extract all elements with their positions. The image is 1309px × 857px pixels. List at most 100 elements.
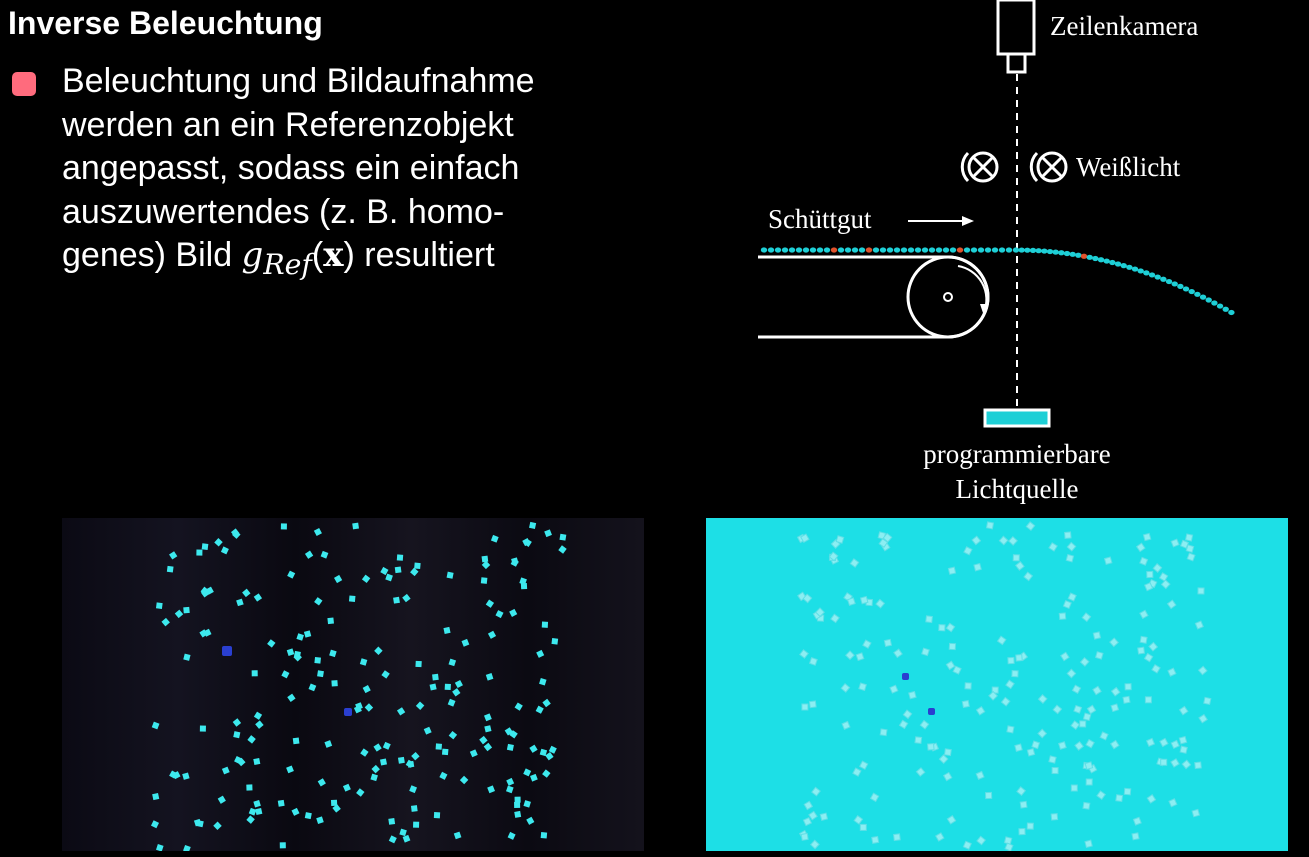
particle [942, 771, 953, 782]
particle [1152, 563, 1163, 573]
particle [952, 665, 962, 675]
particle [996, 635, 1007, 646]
particle [536, 649, 545, 658]
particle [535, 705, 544, 714]
particle [220, 546, 229, 555]
particle [1177, 283, 1184, 289]
particle [1145, 737, 1156, 747]
particle [808, 700, 817, 709]
particle [280, 523, 287, 530]
particle [1110, 686, 1121, 697]
particle [429, 683, 437, 691]
particle [1142, 532, 1152, 542]
particle [1188, 288, 1195, 295]
particle [976, 835, 987, 846]
particle [852, 767, 862, 777]
particle [396, 707, 406, 716]
particle [1132, 816, 1142, 826]
camera-lens-icon [1006, 52, 1027, 74]
particle [1067, 592, 1077, 602]
particle [795, 247, 803, 253]
particle [370, 773, 378, 782]
image-direct-illumination [62, 518, 644, 851]
particle [330, 799, 338, 807]
particle [439, 771, 448, 780]
particle [935, 247, 943, 253]
particle [313, 527, 322, 537]
particle [1069, 251, 1076, 257]
particle [948, 642, 957, 651]
particle [879, 728, 888, 737]
particle [898, 719, 909, 730]
particle [1052, 249, 1059, 255]
particle [286, 765, 294, 774]
particle [1037, 694, 1048, 704]
particle [1086, 704, 1097, 715]
particle [1114, 261, 1122, 267]
particle [505, 785, 514, 794]
particle [1082, 712, 1092, 722]
particle [327, 617, 334, 625]
particle [908, 690, 917, 700]
particle [1025, 521, 1036, 532]
particle [1143, 270, 1150, 276]
particle [1058, 250, 1065, 256]
bullet-marker [12, 72, 36, 96]
particle [253, 711, 263, 720]
particle [828, 551, 839, 562]
particle [360, 748, 369, 757]
particle [1000, 696, 1011, 707]
particle [1222, 306, 1229, 312]
particle [1070, 784, 1078, 792]
particle [320, 550, 329, 559]
particle [314, 657, 321, 664]
particle [334, 574, 343, 584]
defect-particle [928, 708, 935, 715]
particle [1086, 254, 1093, 260]
particle [1064, 531, 1072, 539]
particle [988, 690, 999, 701]
particle [152, 793, 160, 801]
particle [169, 551, 178, 560]
particle [495, 610, 504, 619]
particle [1005, 247, 1013, 253]
particle [1074, 740, 1085, 751]
particle [1005, 679, 1015, 690]
particle [1058, 741, 1067, 750]
particle [393, 596, 400, 604]
particle [414, 562, 421, 570]
particle [411, 751, 420, 761]
particle [1170, 739, 1180, 750]
particle [1023, 571, 1034, 582]
particle [166, 565, 174, 573]
particle [816, 247, 824, 253]
particle [217, 795, 226, 804]
particle [1148, 641, 1159, 652]
particle [1066, 668, 1077, 679]
particle [1158, 572, 1169, 582]
particle [858, 760, 869, 770]
particle [314, 597, 323, 606]
particle [1109, 259, 1116, 266]
particle [1197, 665, 1208, 676]
particle [530, 773, 538, 782]
particle [548, 745, 557, 754]
particle [1063, 250, 1071, 257]
particle [371, 764, 380, 774]
source-label-line-1: programmierbare [923, 439, 1110, 469]
particle [975, 770, 985, 780]
particle [1048, 542, 1058, 552]
particle [1139, 556, 1149, 566]
particle [317, 778, 326, 787]
particle [1120, 263, 1127, 269]
particle [317, 670, 324, 678]
particle [803, 800, 814, 811]
particle [342, 783, 351, 792]
particle [1139, 635, 1148, 644]
lamp-right-icon [1029, 151, 1068, 183]
particle [998, 247, 1006, 253]
particle [1198, 713, 1208, 724]
slide-title: Inverse Beleuchtung [8, 5, 323, 41]
particle [399, 828, 407, 837]
particle [977, 247, 985, 253]
